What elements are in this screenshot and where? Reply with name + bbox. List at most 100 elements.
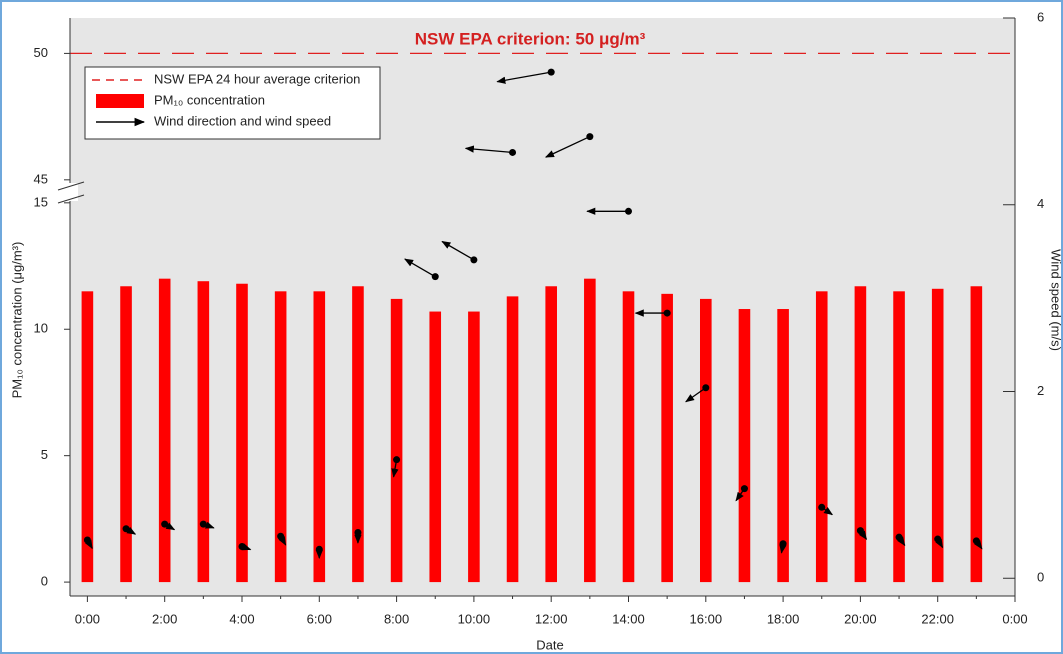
bar <box>352 286 364 583</box>
wind-arrow <box>238 543 252 551</box>
bar <box>120 286 132 583</box>
x-axis-label: Date <box>536 637 563 652</box>
bar <box>81 291 94 583</box>
bar <box>738 309 751 583</box>
legend-label: NSW EPA 24 hour average criterion <box>154 71 360 86</box>
x-tick-label: 18:00 <box>767 611 800 626</box>
wind-arrow <box>277 532 287 546</box>
axis-break <box>57 181 85 191</box>
bar <box>700 298 712 583</box>
wind-point <box>161 520 169 528</box>
bar <box>506 296 519 583</box>
bar <box>545 286 557 583</box>
bar <box>158 278 171 583</box>
wind-point <box>431 273 439 281</box>
bar <box>274 291 287 583</box>
wind-point <box>972 537 980 545</box>
y-tick-label: 50 <box>34 45 48 60</box>
chart-title: NSW EPA criterion: 50 μg/m³ <box>415 29 646 48</box>
wind-point <box>934 535 942 543</box>
x-tick-label: 0:00 <box>1002 611 1027 626</box>
bar <box>970 286 983 583</box>
wind-arrow-shaft <box>404 258 436 278</box>
wind-arrow <box>441 240 478 264</box>
bar <box>197 281 210 583</box>
wind-arrow <box>199 520 215 529</box>
wind-arrow <box>545 133 594 158</box>
bar <box>584 278 596 583</box>
x-tick-label: 6:00 <box>307 611 332 626</box>
bar <box>390 298 403 583</box>
x-tick-label: 4:00 <box>229 611 254 626</box>
bar <box>661 293 673 583</box>
wind-arrow <box>315 545 323 560</box>
wind-point <box>586 133 594 141</box>
y-tick-label: 0 <box>41 574 48 589</box>
x-tick-label: 22:00 <box>921 611 954 626</box>
axis-break <box>57 194 85 204</box>
bar <box>429 311 442 583</box>
wind-arrow <box>895 533 906 547</box>
wind-arrow-shaft <box>545 135 591 158</box>
x-tick-label: 16:00 <box>690 611 723 626</box>
y-tick-label: 5 <box>41 447 48 462</box>
legend: NSW EPA 24 hour average criterion PM₁₀ c… <box>84 66 381 140</box>
wind-arrow <box>161 520 176 531</box>
wind-point <box>779 540 787 548</box>
wind-arrow <box>685 384 710 403</box>
x-tick-label: 20:00 <box>844 611 877 626</box>
y-axis-label: PM₁₀ concentration (μg/m³) <box>9 242 24 399</box>
wind-arrow <box>464 145 517 156</box>
y2-tick-label: 0 <box>1037 570 1044 585</box>
wind-point <box>122 525 130 533</box>
wind-point <box>83 536 91 544</box>
wind-arrow <box>735 485 748 502</box>
wind-point <box>818 503 826 511</box>
x-tick-label: 8:00 <box>384 611 409 626</box>
wind-arrow <box>779 540 787 554</box>
wind-arrow <box>496 68 555 84</box>
wind-arrow <box>122 525 137 535</box>
wind-point <box>702 384 710 392</box>
wind-arrow-shaft <box>496 71 552 84</box>
wind-arrow <box>818 503 834 516</box>
wind-point <box>238 543 246 551</box>
wind-point <box>547 68 555 76</box>
wind-arrow <box>354 529 362 544</box>
wind-point <box>354 529 362 537</box>
wind-point <box>199 520 207 528</box>
bar <box>931 288 944 583</box>
x-tick-label: 10:00 <box>458 611 491 626</box>
wind-arrow <box>404 258 439 281</box>
y2-tick-label: 2 <box>1037 383 1044 398</box>
wind-point <box>856 527 864 535</box>
wind-point <box>663 309 671 317</box>
wind-point <box>393 456 401 464</box>
wind-arrow <box>856 527 868 541</box>
x-tick-label: 14:00 <box>612 611 645 626</box>
legend-label: Wind direction and wind speed <box>154 113 331 128</box>
wind-arrow-shaft <box>685 387 707 403</box>
bar <box>468 311 480 583</box>
wind-point <box>740 485 748 493</box>
bar <box>854 286 867 583</box>
bar <box>622 291 635 583</box>
bar <box>313 291 326 583</box>
wind-arrow <box>391 456 401 478</box>
bar <box>893 291 905 583</box>
y-tick-label: 45 <box>34 171 48 186</box>
wind-point <box>315 545 323 553</box>
axis-break-gap <box>62 183 78 201</box>
y2-tick-label: 6 <box>1037 9 1044 24</box>
bar <box>815 291 828 583</box>
wind-arrow <box>586 207 632 215</box>
wind-arrow <box>83 536 93 550</box>
wind-point <box>624 207 632 215</box>
y-tick-label: 10 <box>34 321 48 336</box>
y2-axis-label: Wind speed (m/s) <box>1049 249 1063 351</box>
x-tick-label: 12:00 <box>535 611 568 626</box>
y2-tick-label: 4 <box>1037 196 1044 211</box>
legend-swatch <box>96 94 144 108</box>
x-tick-label: 2:00 <box>152 611 177 626</box>
wind-point <box>470 256 478 264</box>
